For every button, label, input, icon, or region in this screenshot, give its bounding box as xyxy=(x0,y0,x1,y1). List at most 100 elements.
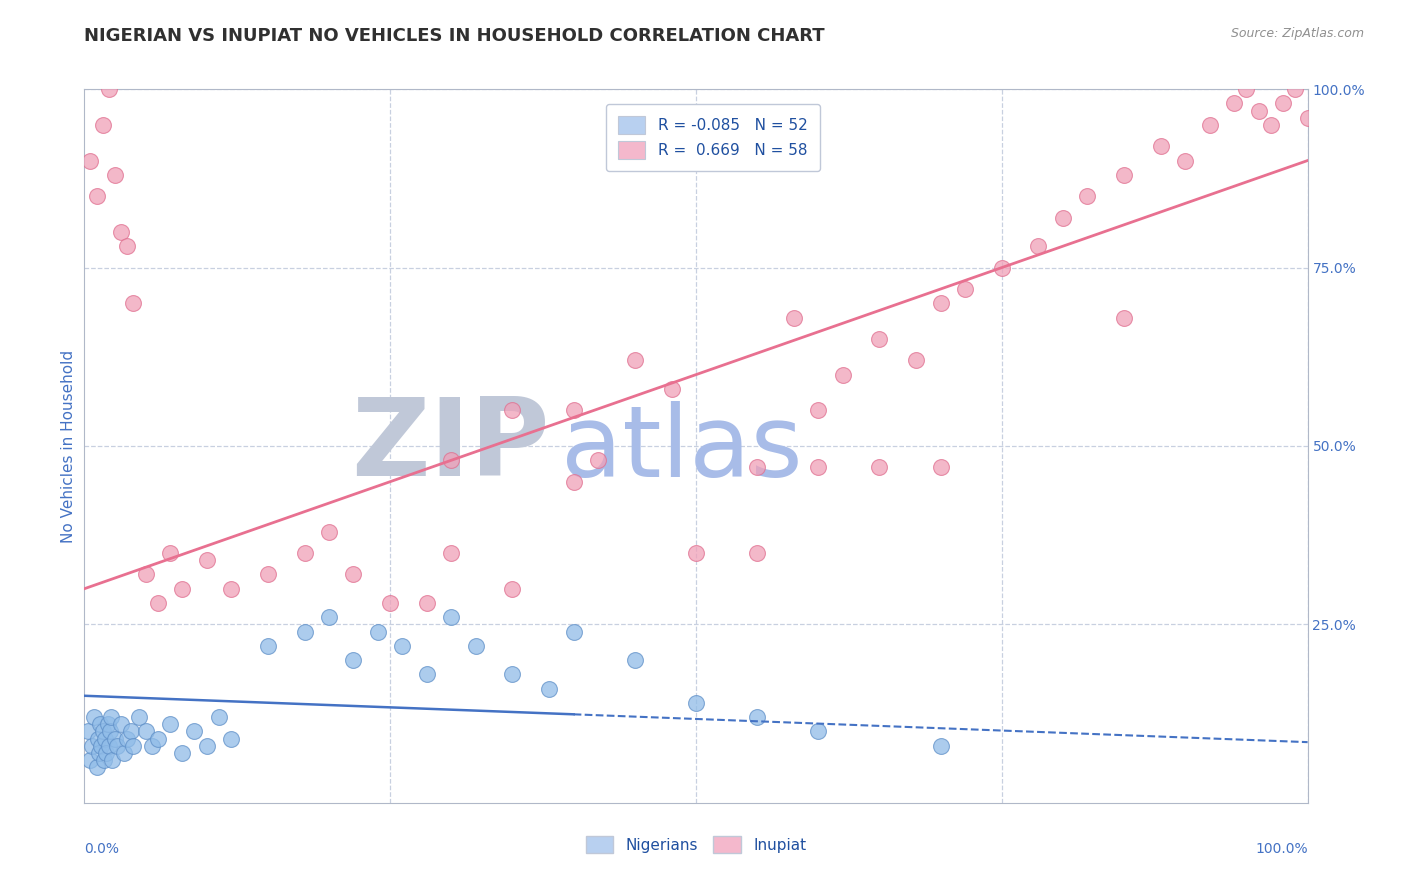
Text: 100.0%: 100.0% xyxy=(1256,842,1308,856)
Point xyxy=(294,546,316,560)
Point xyxy=(538,681,561,696)
Point xyxy=(1150,139,1173,153)
Text: 0.0%: 0.0% xyxy=(84,842,120,856)
Point xyxy=(87,731,110,746)
Point xyxy=(562,624,585,639)
Point xyxy=(112,746,135,760)
Point xyxy=(115,731,138,746)
Point xyxy=(135,567,157,582)
Point xyxy=(831,368,853,382)
Point xyxy=(219,582,242,596)
Point xyxy=(79,753,101,767)
Point xyxy=(440,453,463,467)
Point xyxy=(100,710,122,724)
Point xyxy=(77,724,100,739)
Point xyxy=(905,353,928,368)
Legend: Nigerians, Inupiat: Nigerians, Inupiat xyxy=(579,830,813,859)
Point xyxy=(104,168,127,182)
Point xyxy=(128,710,150,724)
Point xyxy=(1260,118,1282,132)
Point xyxy=(86,760,108,774)
Point xyxy=(80,739,103,753)
Point xyxy=(869,460,891,475)
Point xyxy=(110,225,132,239)
Point xyxy=(1296,111,1319,125)
Point xyxy=(94,731,117,746)
Point xyxy=(97,739,120,753)
Point xyxy=(257,639,280,653)
Point xyxy=(747,460,769,475)
Point xyxy=(1223,96,1246,111)
Point xyxy=(440,610,463,624)
Point xyxy=(91,118,114,132)
Point xyxy=(1284,82,1306,96)
Point xyxy=(141,739,163,753)
Point xyxy=(807,460,830,475)
Point xyxy=(98,724,121,739)
Point xyxy=(195,553,218,567)
Point xyxy=(747,710,769,724)
Point xyxy=(953,282,976,296)
Point xyxy=(661,382,683,396)
Point xyxy=(104,731,127,746)
Point xyxy=(146,731,169,746)
Point xyxy=(391,639,413,653)
Point xyxy=(318,524,340,539)
Point xyxy=(562,475,585,489)
Point xyxy=(172,746,194,760)
Point xyxy=(929,460,952,475)
Point xyxy=(586,453,609,467)
Point xyxy=(1114,168,1136,182)
Point xyxy=(464,639,486,653)
Point xyxy=(105,739,128,753)
Point xyxy=(101,753,124,767)
Point xyxy=(1028,239,1050,253)
Point xyxy=(146,596,169,610)
Point xyxy=(342,653,364,667)
Point xyxy=(159,717,181,731)
Point xyxy=(172,582,194,596)
Point xyxy=(122,296,145,310)
Point xyxy=(380,596,402,610)
Point xyxy=(183,724,205,739)
Point xyxy=(562,403,585,417)
Point xyxy=(1247,103,1270,118)
Point xyxy=(91,724,114,739)
Point xyxy=(97,717,120,731)
Point xyxy=(440,546,463,560)
Point xyxy=(807,403,830,417)
Point xyxy=(195,739,218,753)
Point xyxy=(87,746,110,760)
Point xyxy=(807,724,830,739)
Point xyxy=(86,189,108,203)
Point xyxy=(416,667,439,681)
Text: ZIP: ZIP xyxy=(350,393,550,499)
Point xyxy=(1236,82,1258,96)
Point xyxy=(1272,96,1295,111)
Point xyxy=(929,739,952,753)
Y-axis label: No Vehicles in Household: No Vehicles in Household xyxy=(60,350,76,542)
Point xyxy=(747,546,769,560)
Point xyxy=(1114,310,1136,325)
Point xyxy=(624,353,647,368)
Point xyxy=(90,739,112,753)
Point xyxy=(342,567,364,582)
Point xyxy=(219,731,242,746)
Point xyxy=(367,624,389,639)
Point xyxy=(159,546,181,560)
Point xyxy=(1076,189,1098,203)
Point xyxy=(83,710,105,724)
Point xyxy=(685,696,707,710)
Point xyxy=(416,596,439,610)
Point xyxy=(208,710,231,724)
Point xyxy=(122,739,145,753)
Point xyxy=(110,717,132,731)
Point xyxy=(991,260,1014,275)
Point xyxy=(120,724,142,739)
Point xyxy=(624,653,647,667)
Point xyxy=(502,667,524,681)
Point xyxy=(783,310,806,325)
Point xyxy=(115,239,138,253)
Point xyxy=(869,332,891,346)
Point xyxy=(97,82,120,96)
